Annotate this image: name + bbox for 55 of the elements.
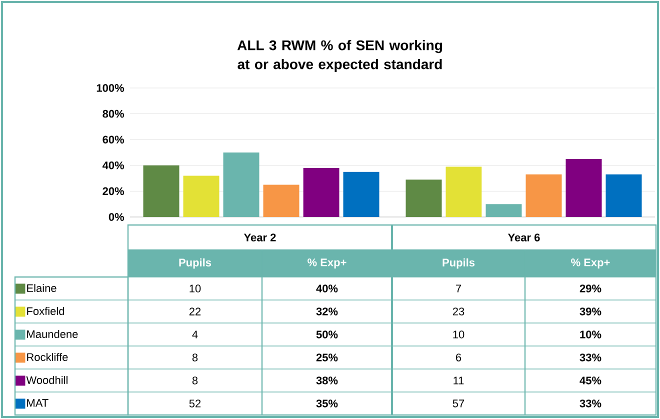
legend-label: Maundene [27, 330, 78, 338]
bar [183, 176, 220, 217]
text: 6 [456, 354, 462, 362]
x-tick-label: Year 6 [508, 234, 540, 242]
x-tick-label: Year 2 [244, 234, 276, 242]
data-label: 33% [580, 400, 602, 408]
text: Pupils [179, 258, 212, 269]
text: 8 [192, 376, 198, 384]
text: % Exp+ [308, 258, 346, 268]
legend-label: MAT [27, 399, 48, 407]
data-label: 32% [316, 308, 338, 316]
y-tick-label: 40% [102, 162, 124, 170]
y-tick-label: 0% [108, 213, 124, 221]
bar [303, 168, 340, 217]
y-tick-label: 100% [96, 84, 124, 92]
legend-label: Elaine [27, 284, 56, 292]
data-label: 33% [580, 354, 602, 362]
bar [143, 165, 180, 217]
y-tick-label: 60% [102, 136, 124, 144]
bar [606, 174, 642, 217]
text: 10 [453, 330, 464, 338]
bar [446, 166, 482, 217]
legend-label: Woodhill [26, 376, 68, 384]
text: 22 [189, 308, 201, 316]
text: 8 [192, 354, 198, 362]
bar [406, 180, 442, 217]
y-tick-label: 20% [102, 187, 124, 196]
text: 11 [454, 376, 464, 384]
legend-label: Rockliffe [27, 352, 68, 362]
data-label: 29% [580, 284, 602, 292]
bar [263, 184, 300, 217]
data-label: 38% [316, 376, 338, 384]
chart-title: ALL 3 RWM % of SEN working at or above expected standard [237, 40, 442, 72]
y-tick-label: 80% [102, 110, 124, 118]
data-label: 10% [580, 330, 602, 338]
text: % Exp+ [571, 258, 610, 268]
bar [526, 174, 562, 217]
bar [486, 204, 522, 217]
data-label: 40% [316, 284, 338, 292]
bar [566, 158, 602, 217]
text: 23 [452, 308, 464, 316]
text: 52 [189, 400, 201, 408]
text: 10 [190, 284, 201, 292]
text: Pupils [442, 258, 475, 269]
legend-label: Foxfield [27, 306, 64, 316]
data-label: 39% [580, 308, 602, 316]
bar [223, 152, 260, 217]
data-label: 35% [316, 400, 338, 408]
data-label: 45% [580, 376, 602, 384]
data-label: 50% [316, 330, 338, 338]
text: 7 [456, 284, 462, 292]
text: 4 [192, 330, 198, 338]
data-label: 25% [316, 354, 338, 362]
bar [343, 172, 380, 217]
text: 57 [452, 400, 464, 408]
